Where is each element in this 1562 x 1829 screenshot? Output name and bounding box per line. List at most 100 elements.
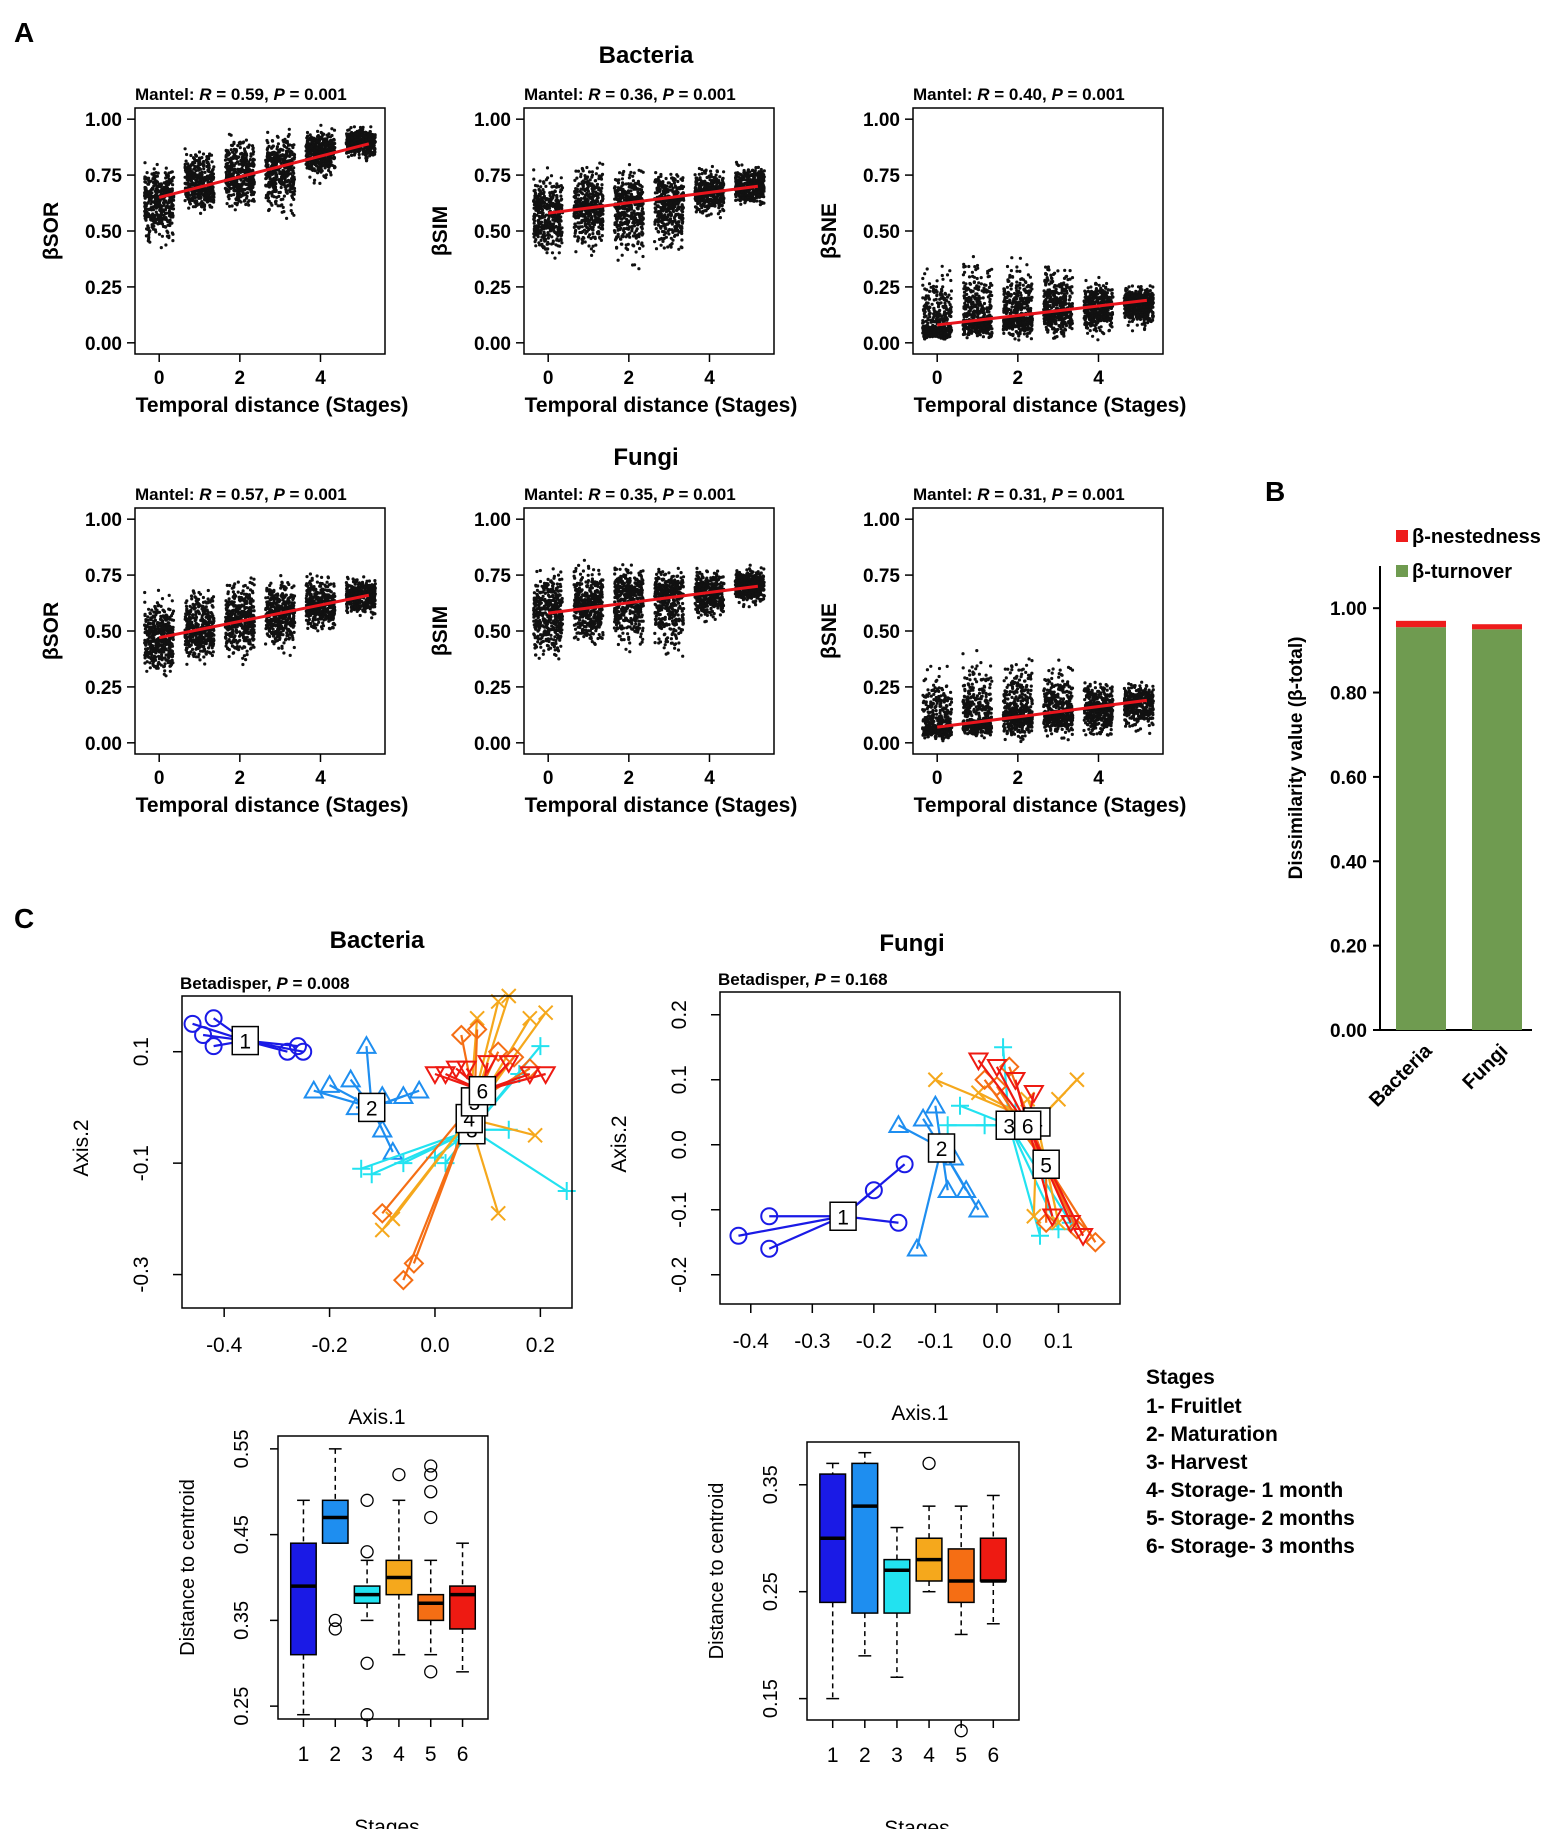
- data-point: [143, 180, 147, 184]
- data-point: [653, 191, 658, 195]
- data-point: [680, 246, 684, 250]
- data-point: [537, 192, 541, 196]
- data-point: [143, 196, 147, 200]
- data-point: [234, 197, 238, 201]
- data-point: [305, 130, 310, 135]
- data-point: [707, 187, 711, 191]
- data-point: [572, 225, 576, 229]
- data-point: [234, 149, 239, 153]
- data-point: [232, 140, 236, 144]
- data-point: [721, 184, 725, 188]
- data-point: [618, 216, 622, 220]
- data-point: [702, 202, 706, 206]
- data-point: [708, 178, 712, 182]
- data-point: [325, 133, 329, 137]
- data-point: [288, 168, 292, 172]
- y-tick-label: 0.00: [85, 334, 122, 355]
- data-point: [183, 162, 187, 166]
- data-point: [559, 176, 563, 180]
- data-point: [673, 201, 677, 205]
- data-point: [275, 195, 279, 199]
- data-point: [582, 228, 587, 232]
- data-point: [680, 226, 684, 230]
- data-point: [202, 197, 207, 201]
- data-point: [368, 148, 372, 152]
- data-point: [234, 182, 238, 186]
- data-point: [163, 225, 167, 229]
- data-point: [576, 235, 580, 239]
- data-point: [657, 237, 662, 241]
- data-point: [347, 137, 351, 141]
- data-point: [185, 176, 189, 180]
- data-point: [551, 193, 556, 197]
- data-point: [722, 170, 726, 174]
- data-point: [616, 258, 620, 262]
- mantel-stat: Mantel: R = 0.59, P = 0.001: [135, 85, 347, 104]
- data-point: [183, 168, 188, 172]
- data-point: [666, 215, 670, 219]
- data-point: [672, 181, 677, 185]
- data-point: [166, 182, 170, 186]
- data-point: [159, 246, 163, 250]
- data-point: [762, 201, 766, 205]
- data-point: [224, 188, 228, 192]
- data-point: [658, 210, 662, 214]
- data-point: [532, 212, 537, 216]
- data-point: [188, 171, 192, 175]
- data-point: [627, 176, 632, 180]
- data-point: [659, 243, 663, 247]
- panel-label-b: B: [1265, 476, 1285, 507]
- data-point: [584, 231, 588, 235]
- data-point: [251, 197, 256, 201]
- data-point: [235, 157, 239, 161]
- data-point: [286, 134, 290, 138]
- data-point: [188, 193, 192, 197]
- data-point: [241, 180, 245, 184]
- data-point: [306, 134, 310, 138]
- data-point: [291, 176, 295, 180]
- data-point: [197, 202, 201, 206]
- data-point: [653, 222, 657, 226]
- data-point: [227, 164, 231, 169]
- data-point: [594, 172, 598, 176]
- y-tick-label: 1.00: [85, 110, 122, 131]
- data-point: [586, 226, 590, 230]
- data-point: [664, 227, 668, 231]
- data-point: [231, 172, 235, 176]
- data-point: [583, 240, 587, 244]
- data-point: [240, 187, 244, 191]
- data-point: [583, 217, 587, 221]
- data-point: [597, 186, 601, 190]
- data-point: [537, 220, 541, 224]
- data-point: [536, 196, 540, 200]
- data-point: [229, 148, 233, 152]
- data-point: [662, 222, 666, 226]
- data-point: [235, 184, 239, 189]
- data-point: [290, 211, 294, 215]
- data-point: [154, 171, 158, 175]
- data-point: [244, 138, 248, 142]
- data-point: [160, 234, 164, 238]
- data-point: [195, 200, 199, 204]
- data-point: [614, 194, 618, 198]
- data-point: [671, 208, 675, 212]
- data-point: [308, 138, 312, 142]
- data-point: [282, 140, 286, 144]
- data-point: [549, 229, 553, 233]
- data-point: [700, 183, 704, 187]
- data-point: [633, 221, 637, 225]
- data-point: [159, 208, 163, 212]
- data-point: [196, 166, 200, 170]
- data-point: [532, 216, 536, 220]
- data-point: [160, 222, 165, 226]
- data-point: [625, 222, 630, 226]
- data-point: [172, 198, 176, 202]
- data-point: [227, 171, 231, 175]
- data-point: [626, 189, 631, 193]
- data-point: [585, 209, 589, 213]
- data-point: [227, 189, 231, 193]
- data-point: [197, 159, 201, 163]
- data-point: [573, 222, 577, 226]
- data-point: [239, 200, 243, 204]
- data-point: [538, 243, 542, 247]
